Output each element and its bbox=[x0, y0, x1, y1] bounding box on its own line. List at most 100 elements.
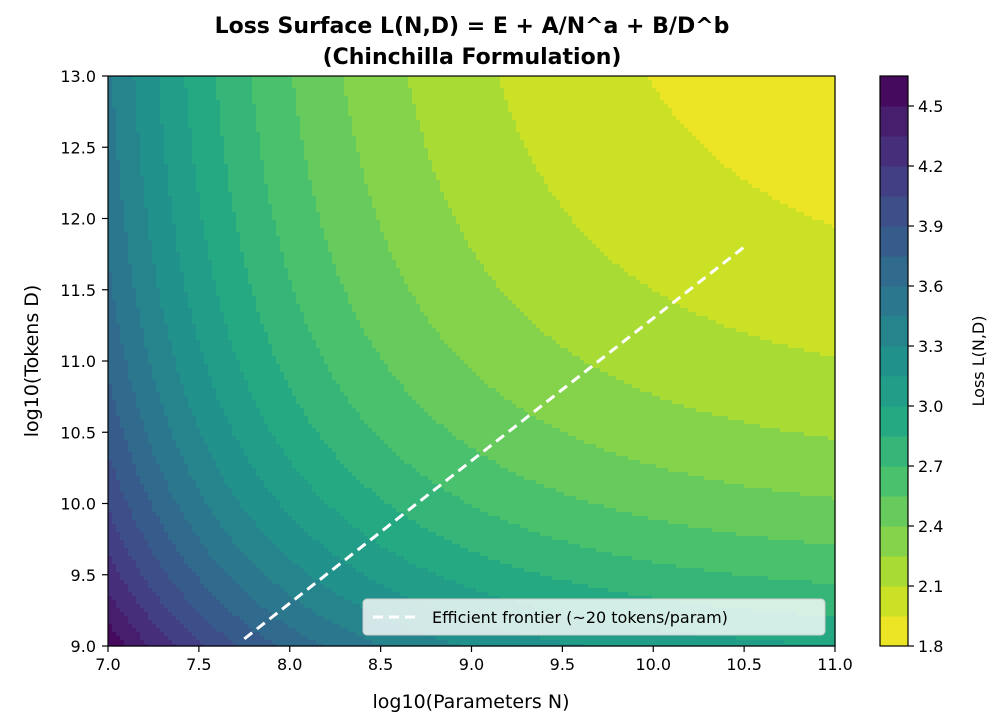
contour-cell bbox=[232, 88, 237, 93]
contour-cell bbox=[464, 152, 469, 157]
contour-cell bbox=[556, 104, 561, 109]
contour-cell bbox=[160, 92, 165, 97]
contour-cell bbox=[364, 176, 369, 181]
contour-cell bbox=[152, 96, 157, 101]
contour-cell bbox=[324, 80, 329, 85]
contour-cell bbox=[376, 144, 381, 149]
contour-cell bbox=[652, 156, 657, 161]
contour-cell bbox=[420, 132, 425, 137]
contour-cell bbox=[324, 180, 329, 185]
contour-cell bbox=[824, 112, 829, 117]
contour-cell bbox=[744, 160, 749, 165]
contour-cell bbox=[776, 156, 781, 161]
contour-cell bbox=[592, 120, 597, 125]
contour-cell bbox=[152, 120, 157, 125]
contour-cell bbox=[804, 84, 809, 89]
contour-cell bbox=[804, 80, 809, 85]
contour-cell bbox=[812, 80, 817, 85]
contour-cell bbox=[364, 104, 369, 109]
contour-cell bbox=[772, 128, 777, 133]
contour-cell bbox=[160, 108, 165, 113]
contour-cell bbox=[468, 88, 473, 93]
contour-cell bbox=[252, 176, 257, 181]
contour-cell bbox=[332, 164, 337, 169]
contour-cell bbox=[592, 76, 597, 81]
contour-cell bbox=[120, 152, 125, 157]
contour-cell bbox=[412, 124, 417, 129]
contour-cell bbox=[304, 84, 309, 89]
contour-cell bbox=[620, 152, 625, 157]
contour-cell bbox=[140, 180, 145, 185]
contour-cell bbox=[596, 164, 601, 169]
contour-cell bbox=[360, 120, 365, 125]
contour-cell bbox=[528, 148, 533, 153]
contour-cell bbox=[236, 160, 241, 165]
contour-cell bbox=[268, 140, 273, 145]
contour-cell bbox=[584, 88, 589, 93]
contour-cell bbox=[832, 80, 836, 85]
contour-cell bbox=[412, 156, 417, 161]
contour-cell bbox=[284, 136, 289, 141]
contour-cell bbox=[784, 100, 789, 105]
contour-cell bbox=[540, 136, 545, 141]
contour-cell bbox=[248, 136, 253, 141]
contour-cell bbox=[156, 116, 161, 121]
contour-cell bbox=[116, 104, 121, 109]
contour-cell bbox=[432, 148, 437, 153]
contour-cell bbox=[640, 112, 645, 117]
contour-cell bbox=[164, 184, 169, 189]
contour-cell bbox=[136, 108, 141, 113]
contour-cell bbox=[392, 160, 397, 165]
contour-cell bbox=[612, 176, 617, 181]
contour-cell bbox=[384, 152, 389, 157]
contour-cell bbox=[740, 76, 745, 81]
contour-cell bbox=[424, 184, 429, 189]
contour-cell bbox=[524, 100, 529, 105]
contour-cell bbox=[520, 180, 525, 185]
contour-cell bbox=[220, 76, 225, 81]
contour-cell bbox=[728, 176, 733, 181]
contour-cell bbox=[444, 104, 449, 109]
contour-cell bbox=[456, 176, 461, 181]
contour-cell bbox=[620, 148, 625, 153]
contour-cell bbox=[824, 152, 829, 157]
contour-cell bbox=[504, 140, 509, 145]
contour-cell bbox=[524, 108, 529, 113]
contour-cell bbox=[232, 96, 237, 101]
contour-cell bbox=[648, 120, 653, 125]
contour-cell bbox=[464, 80, 469, 85]
contour-cell bbox=[796, 144, 801, 149]
contour-cell bbox=[416, 160, 421, 165]
contour-cell bbox=[716, 116, 721, 121]
contour-cell bbox=[740, 180, 745, 185]
contour-cell bbox=[208, 80, 213, 85]
contour-cell bbox=[560, 128, 565, 133]
contour-cell bbox=[292, 116, 297, 121]
contour-cell bbox=[600, 164, 605, 169]
contour-cell bbox=[780, 180, 785, 185]
contour-cell bbox=[744, 116, 749, 121]
contour-cell bbox=[456, 128, 461, 133]
contour-cell bbox=[544, 160, 549, 165]
contour-cell bbox=[552, 80, 557, 85]
contour-cell bbox=[632, 164, 637, 169]
contour-cell bbox=[768, 84, 773, 89]
contour-cell bbox=[616, 116, 621, 121]
contour-cell bbox=[616, 120, 621, 125]
contour-cell bbox=[152, 156, 157, 161]
contour-cell bbox=[728, 96, 733, 101]
contour-cell bbox=[416, 176, 421, 181]
contour-cell bbox=[236, 104, 241, 109]
contour-cell bbox=[312, 156, 317, 161]
contour-cell bbox=[516, 116, 521, 121]
contour-cell bbox=[788, 132, 793, 137]
contour-cell bbox=[400, 120, 405, 125]
contour-cell bbox=[132, 92, 137, 97]
contour-cell bbox=[200, 180, 205, 185]
contour-cell bbox=[436, 96, 441, 101]
contour-cell bbox=[200, 184, 205, 189]
contour-cell bbox=[824, 136, 829, 141]
contour-cell bbox=[420, 124, 425, 129]
contour-cell bbox=[628, 76, 633, 81]
contour-cell bbox=[460, 156, 465, 161]
